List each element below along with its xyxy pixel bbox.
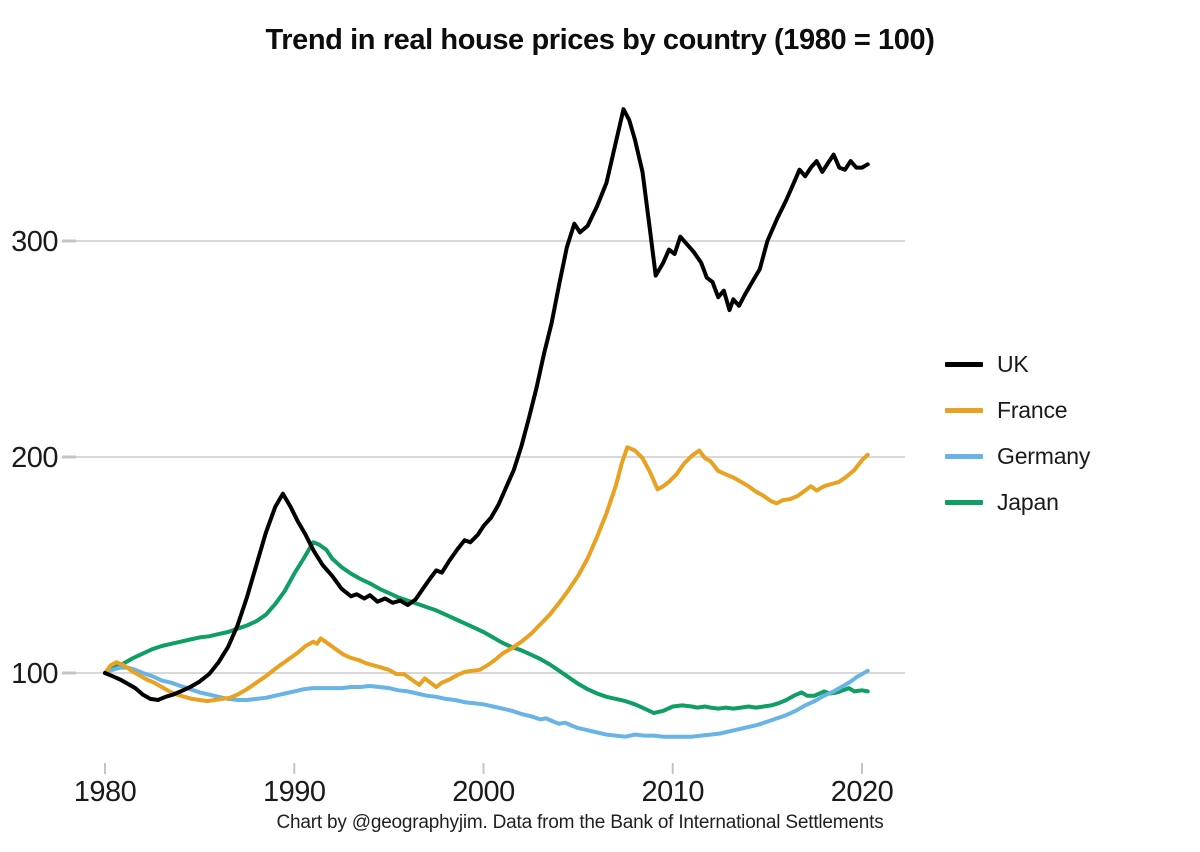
series-line-germany [103, 665, 870, 739]
x-tick-label-2010: 2010 [641, 776, 704, 808]
legend: UK France Germany Japan [945, 351, 1090, 516]
legend-item-japan: Japan [945, 489, 1090, 516]
legend-item-uk: UK [945, 351, 1090, 378]
legend-swatch-uk [945, 362, 983, 367]
axis-labels-group: 100 200 300 1980 1990 2000 2010 2020 [11, 226, 894, 808]
legend-swatch-france [945, 408, 983, 413]
gridlines-group [62, 239, 905, 774]
legend-item-france: France [945, 397, 1090, 424]
legend-label-france: France [997, 397, 1068, 423]
y-tick-label-100: 100 [11, 658, 58, 690]
legend-item-germany: Germany [945, 443, 1090, 470]
legend-swatch-germany [945, 454, 983, 459]
x-tick-label-2000: 2000 [452, 776, 515, 808]
chart-title: Trend in real house prices by country (1… [265, 24, 935, 56]
series-lines-group [103, 107, 870, 739]
y-tick-label-200: 200 [11, 442, 58, 474]
series-line-france [103, 445, 870, 704]
x-tick-label-2020: 2020 [831, 776, 894, 808]
legend-label-uk: UK [997, 351, 1029, 377]
legend-label-germany: Germany [997, 443, 1091, 469]
x-tick-label-1980: 1980 [74, 776, 137, 808]
legend-label-japan: Japan [997, 489, 1059, 515]
chart-caption: Chart by @geographyjim. Data from the Ba… [276, 812, 884, 833]
legend-swatch-japan [945, 500, 983, 505]
series-line-uk [103, 107, 870, 702]
y-tick-label-300: 300 [11, 226, 58, 258]
x-tick-label-1990: 1990 [263, 776, 326, 808]
series-line-japan [103, 540, 870, 715]
